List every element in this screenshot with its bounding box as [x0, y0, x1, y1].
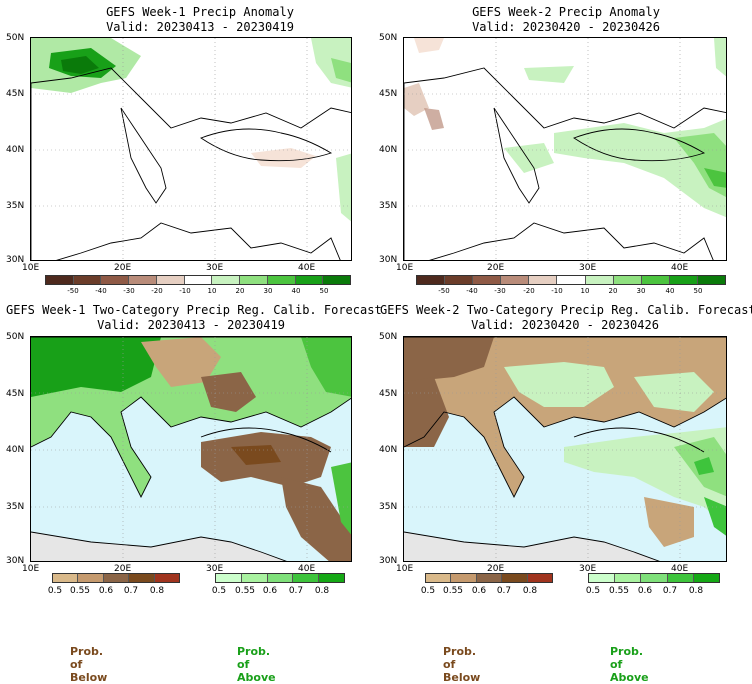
map-field	[31, 337, 351, 561]
panel-valid: Valid: 20230420 - 20230426	[471, 318, 659, 332]
map-field	[404, 38, 726, 260]
lon-label: 20E	[487, 564, 505, 574]
lon-label: 20E	[487, 263, 505, 273]
lat-label: 50N	[379, 33, 398, 43]
panel-title: GEFS Week-1 Two-Category Precip Reg. Cal…	[6, 303, 382, 317]
panel-valid: Valid: 20230420 - 20230426	[472, 20, 660, 34]
probability-map	[30, 336, 352, 562]
lon-label: 40E	[298, 564, 316, 574]
map-field	[404, 337, 726, 561]
panel-valid: Valid: 20230413 - 20230419	[97, 318, 285, 332]
anomaly-colorbar	[45, 275, 351, 285]
lon-label: 10E	[22, 263, 40, 273]
lat-label: 50N	[379, 332, 398, 342]
lat-label: 30N	[379, 255, 398, 265]
lat-label: 45N	[379, 89, 398, 99]
panel-title: GEFS Week-2 Precip Anomaly	[472, 5, 660, 19]
lat-label: 35N	[6, 502, 25, 512]
lat-label: 45N	[379, 389, 398, 399]
lat-label: 45N	[6, 389, 25, 399]
anomaly-map	[30, 37, 352, 261]
lat-label: 45N	[6, 89, 25, 99]
lat-label: 35N	[379, 201, 398, 211]
lon-label: 30E	[579, 263, 597, 273]
lat-label: 35N	[6, 201, 25, 211]
lon-label: 40E	[671, 263, 689, 273]
prob-below-label: Prob. of Below	[70, 645, 108, 684]
lon-label: 10E	[396, 564, 414, 574]
lat-label: 50N	[6, 33, 25, 43]
above-colorbar	[588, 573, 720, 583]
panel-title: GEFS Week-1 Precip Anomaly	[106, 5, 294, 19]
panel-title: GEFS Week-2 Two-Category Precip Reg. Cal…	[380, 303, 752, 317]
lat-label: 35N	[379, 502, 398, 512]
lat-label: 50N	[6, 332, 25, 342]
lon-label: 30E	[206, 564, 224, 574]
lat-label: 40N	[6, 445, 25, 455]
lat-label: 40N	[379, 145, 398, 155]
prob-above-label: Prob. of Above	[237, 645, 276, 684]
lon-label: 30E	[206, 263, 224, 273]
below-colorbar	[425, 573, 553, 583]
lon-label: 40E	[298, 263, 316, 273]
above-colorbar	[215, 573, 345, 583]
anomaly-map	[403, 37, 727, 261]
lat-label: 30N	[379, 556, 398, 566]
map-field	[31, 38, 351, 260]
lat-label: 30N	[6, 255, 25, 265]
lon-label: 10E	[396, 263, 414, 273]
probability-map	[403, 336, 727, 562]
lon-label: 40E	[671, 564, 689, 574]
panel-valid: Valid: 20230413 - 20230419	[106, 20, 294, 34]
lon-label: 20E	[114, 564, 132, 574]
lon-label: 10E	[22, 564, 40, 574]
lat-label: 40N	[379, 445, 398, 455]
prob-above-label: Prob. of Above	[610, 645, 649, 684]
prob-below-label: Prob. of Below	[443, 645, 481, 684]
lat-label: 40N	[6, 145, 25, 155]
lon-label: 20E	[114, 263, 132, 273]
below-colorbar	[52, 573, 180, 583]
lon-label: 30E	[579, 564, 597, 574]
lat-label: 30N	[6, 556, 25, 566]
anomaly-colorbar	[416, 275, 726, 285]
